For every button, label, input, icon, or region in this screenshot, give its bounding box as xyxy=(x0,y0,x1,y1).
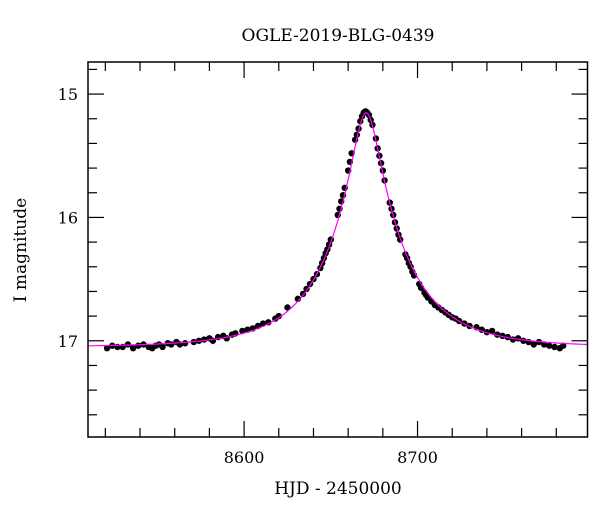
data-point xyxy=(488,327,496,335)
plot-frame xyxy=(87,61,589,438)
data-point xyxy=(223,335,230,342)
y-tick-label: 17 xyxy=(58,332,78,351)
data-point xyxy=(159,343,166,351)
y-tick-label: 15 xyxy=(58,85,78,104)
data-point xyxy=(294,295,302,303)
data-point xyxy=(275,312,282,320)
data-point xyxy=(546,342,553,349)
data-point xyxy=(540,341,548,348)
y-axis-label: I magnitude xyxy=(11,198,31,302)
data-point xyxy=(530,341,537,348)
y-tick-label: 16 xyxy=(58,208,78,227)
data-point xyxy=(103,344,111,352)
model-curve xyxy=(88,112,587,347)
x-tick-label: 8700 xyxy=(397,448,438,467)
data-point xyxy=(560,342,567,349)
x-axis-label: HJD - 2450000 xyxy=(274,479,402,499)
data-point xyxy=(181,340,189,347)
x-tick-label: 8600 xyxy=(224,448,265,467)
chart-title: OGLE-2019-BLG-0439 xyxy=(242,26,435,46)
data-point xyxy=(129,344,137,352)
data-point xyxy=(551,343,558,351)
